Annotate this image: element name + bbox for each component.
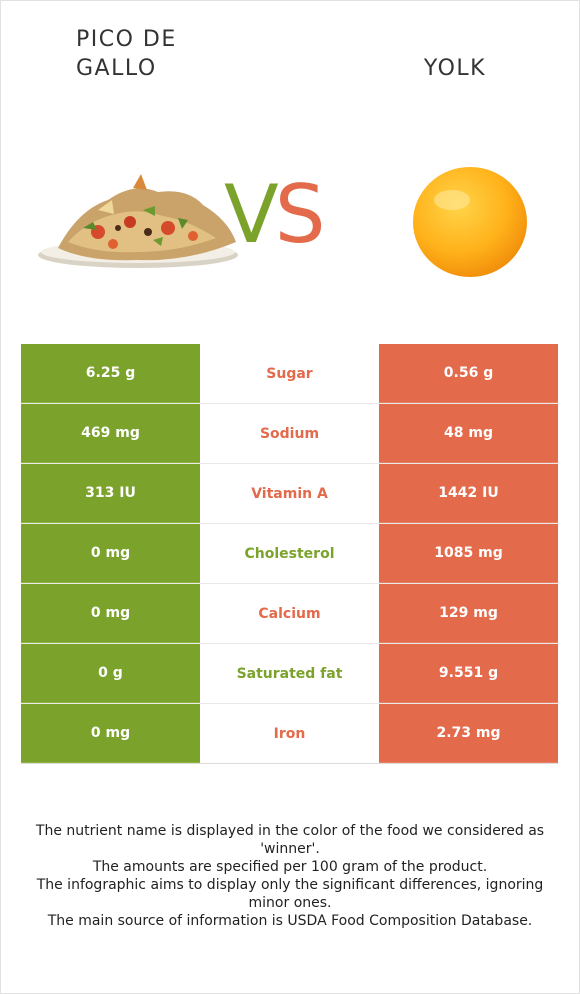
left-value: 0 mg [21,704,200,763]
nutrient-name: Saturated fat [200,644,379,703]
nutrient-name: Sodium [200,404,379,463]
right-value: 129 mg [379,584,558,643]
right-value: 1085 mg [379,524,558,583]
footnote-line-1: The nutrient name is displayed in the co… [35,823,545,857]
vs-label: VS [224,168,326,261]
right-value: 0.56 g [379,344,558,403]
footnote-line-3: The infographic aims to display only the… [36,877,544,911]
left-value: 6.25 g [21,344,200,403]
vs-v-letter: V [224,168,279,261]
left-food-title: PICO DE GALLO [76,25,216,83]
footnote-line-4: The main source of information is USDA F… [47,913,533,929]
left-food-title-line1: PICO DE [76,27,177,52]
right-food-title: YOLK [423,56,487,81]
footnote-line-2: The amounts are specified per 100 gram o… [92,859,488,875]
comparison-table: 6.25 g Sugar 0.56 g 469 mg Sodium 48 mg 313 IU… [21,344,558,764]
pico-de-gallo-image [38,174,238,268]
nutrient-name: Sugar [200,344,379,403]
table-row: 0 g Saturated fat 9.551 g [21,644,558,704]
right-value: 48 mg [379,404,558,463]
right-value: 1442 IU [379,464,558,523]
table-row: 0 mg Cholesterol 1085 mg [21,524,558,584]
right-value: 2.73 mg [379,704,558,763]
left-value: 0 mg [21,524,200,583]
vs-s-letter: S [274,168,326,261]
left-value: 0 mg [21,584,200,643]
table-row: 469 mg Sodium 48 mg [21,404,558,464]
left-value: 313 IU [21,464,200,523]
left-food-title-line2: GALLO [76,56,157,81]
table-row: 0 mg Iron 2.73 mg [21,704,558,764]
table-row: 6.25 g Sugar 0.56 g [21,344,558,404]
nutrient-name: Cholesterol [200,524,379,583]
left-value: 0 g [21,644,200,703]
nutrient-name: Vitamin A [200,464,379,523]
nutrient-name: Calcium [200,584,379,643]
left-value: 469 mg [21,404,200,463]
yolk-image [413,167,527,277]
table-row: 313 IU Vitamin A 1442 IU [21,464,558,524]
nutrient-name: Iron [200,704,379,763]
footnote: The nutrient name is displayed in the co… [30,822,550,930]
table-row: 0 mg Calcium 129 mg [21,584,558,644]
right-value: 9.551 g [379,644,558,703]
